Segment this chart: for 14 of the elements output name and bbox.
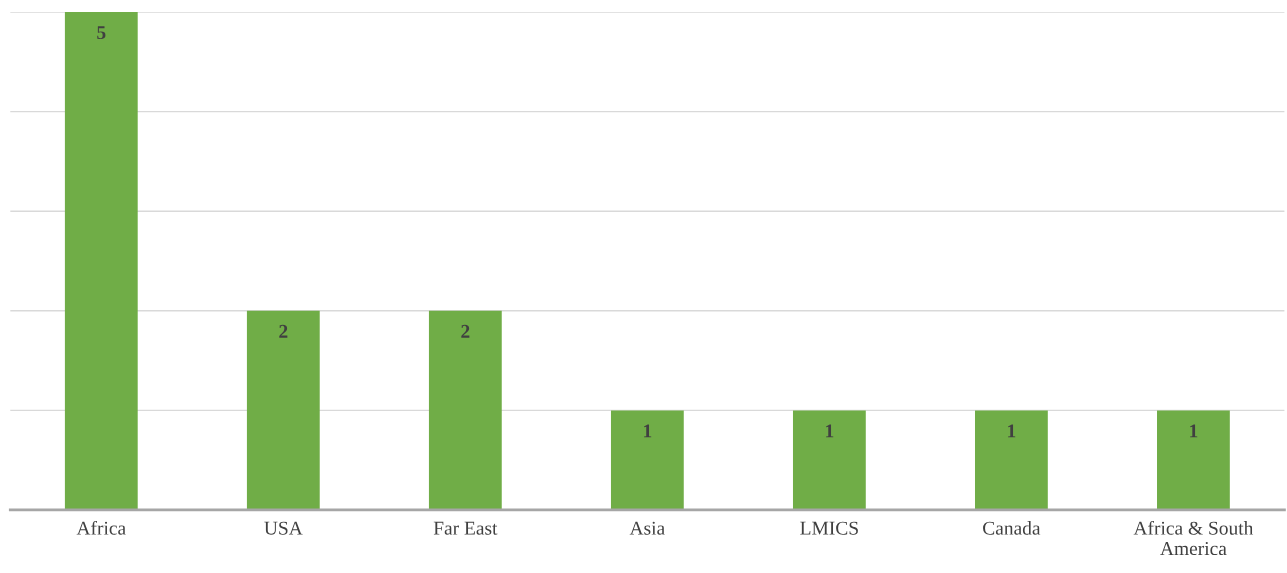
x-tick-label: Canada	[983, 521, 1041, 535]
data-label: 1	[1190, 424, 1198, 438]
x-tick-label: USA	[264, 521, 303, 535]
x-tick-label: Africa & South America	[1133, 520, 1254, 556]
data-label: 2	[461, 324, 470, 338]
data-label: 5	[97, 26, 106, 40]
data-label: 1	[1008, 424, 1016, 438]
data-label: 1	[644, 424, 652, 438]
x-tick-label: Africa	[76, 520, 126, 535]
data-label: 2	[279, 324, 288, 338]
data-label: 1	[826, 424, 834, 438]
x-tick-label: LMICS	[800, 521, 858, 535]
x-tick-label: Asia	[629, 521, 665, 535]
x-tick-label: Far East	[433, 521, 498, 535]
